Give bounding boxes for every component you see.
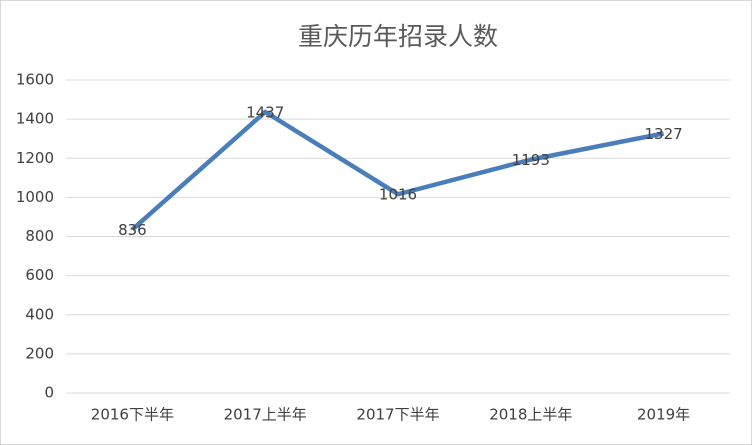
y-tick-label: 800 (25, 227, 54, 245)
y-tick-label: 400 (25, 305, 54, 323)
data-label: 836 (118, 221, 147, 239)
x-tick-label: 2019年 (637, 406, 690, 424)
y-tick-label: 200 (25, 344, 54, 362)
x-tick-label: 2016下半年 (91, 406, 174, 424)
y-tick-label: 1000 (16, 188, 54, 206)
x-tick-label: 2018上半年 (489, 406, 572, 424)
x-tick-label: 2017上半年 (224, 406, 307, 424)
data-label: 1437 (246, 103, 284, 121)
data-label: 1016 (379, 186, 417, 204)
x-tick-label: 2017下半年 (356, 406, 439, 424)
y-tick-label: 1200 (16, 149, 54, 167)
y-tick-label: 1400 (16, 110, 54, 128)
y-tick-label: 1600 (16, 71, 54, 89)
data-label: 1327 (645, 125, 683, 143)
chart-title: 重庆历年招录人数 (298, 22, 498, 51)
y-tick-label: 0 (44, 384, 54, 402)
data-label: 1193 (512, 151, 550, 169)
line (130, 109, 665, 232)
y-tick-label: 600 (25, 266, 54, 284)
